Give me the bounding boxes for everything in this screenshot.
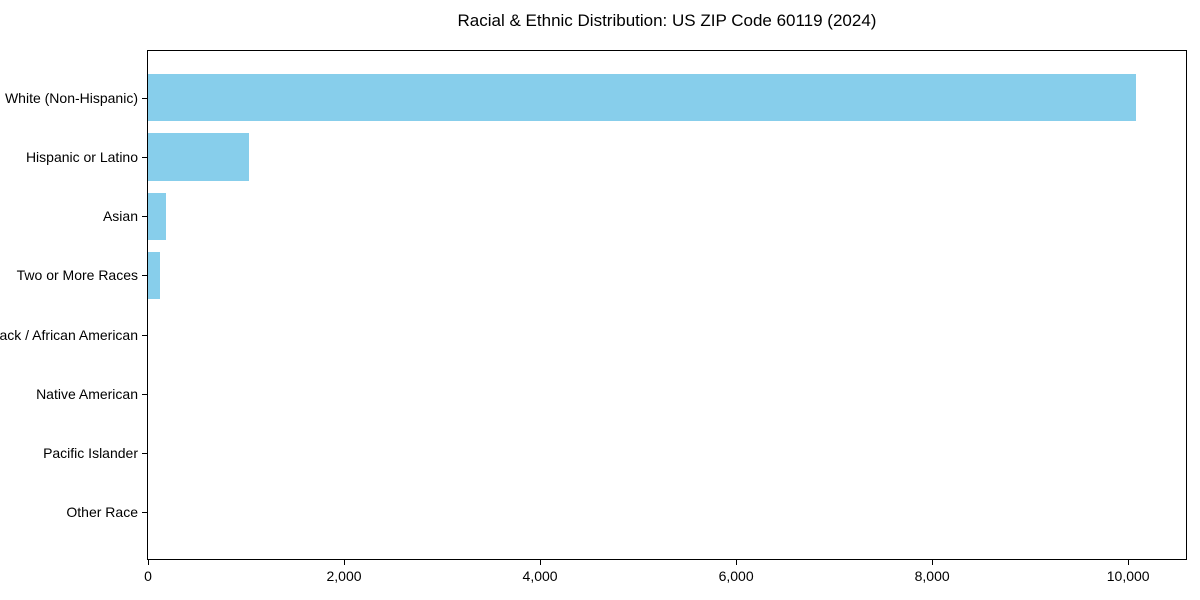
y-axis-category-label: Black / African American [0,326,138,343]
x-axis-tick-mark [540,560,542,565]
y-axis-tick-mark [142,216,147,218]
y-axis-tick-mark [142,275,147,277]
x-axis-tick-mark [344,560,346,565]
x-axis-tick-label: 0 [144,568,152,584]
y-axis-category-label: Pacific Islander [43,445,138,462]
x-axis-tick-label: 4,000 [522,568,558,584]
y-axis-tick-mark [142,453,147,455]
chart-title: Racial & Ethnic Distribution: US ZIP Cod… [457,11,877,30]
x-axis-tick-mark [736,560,738,565]
y-axis-category-label: Two or More Races [16,267,138,284]
bar [148,251,160,300]
bar [148,133,249,181]
y-axis-tick-mark [142,393,147,395]
y-axis-category-label: White (Non-Hispanic) [4,89,138,106]
x-axis-tick-mark [148,560,149,565]
x-axis-tick-mark [1128,560,1130,565]
y-axis-category-label: Asian [102,208,138,225]
x-axis-tick-label: 10,000 [1106,568,1150,584]
y-axis-tick-mark [142,512,147,514]
x-axis-tick-label: 2,000 [326,568,362,584]
bar [148,74,1136,122]
x-axis-tick-mark [932,560,934,565]
y-axis-tick-mark [142,156,147,158]
y-axis-category-label: Native American [36,385,138,402]
bar [148,192,166,240]
y-axis-tick-mark [142,334,147,336]
y-axis-category-label: Other Race [66,504,138,521]
x-axis-tick-label: 6,000 [718,568,754,584]
x-axis-tick-label: 8,000 [914,568,950,584]
plot-area: White (Non-Hispanic) Hispanic or Latino As… [0,50,1187,584]
y-axis-tick-mark [142,97,147,99]
y-axis-category-label: Hispanic or Latino [25,148,138,165]
